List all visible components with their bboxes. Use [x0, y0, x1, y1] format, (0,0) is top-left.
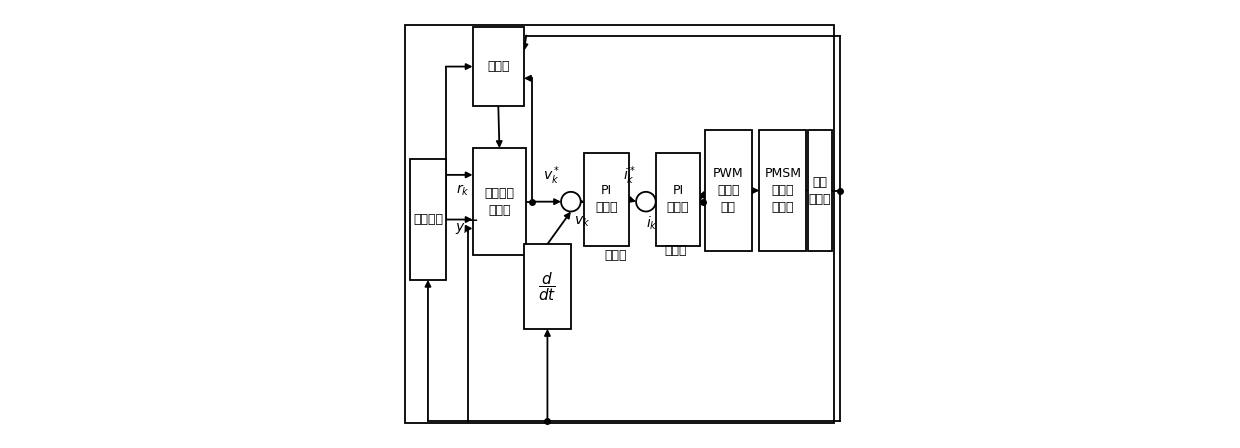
Text: $v_k^*$: $v_k^*$ [543, 165, 560, 187]
Text: $i_k$: $i_k$ [646, 215, 657, 233]
Bar [472, 27, 525, 106]
Text: $r_k$: $r_k$ [456, 183, 470, 198]
Bar [759, 130, 806, 251]
Text: 存储器: 存储器 [487, 60, 510, 73]
Circle shape [636, 192, 656, 211]
Text: $\dfrac{d}{dt}$: $\dfrac{d}{dt}$ [538, 270, 557, 303]
Text: PI
控制器: PI 控制器 [667, 185, 689, 215]
Text: $-$: $-$ [464, 210, 479, 228]
Bar [704, 130, 751, 251]
Text: PI
控制器: PI 控制器 [595, 185, 618, 215]
Text: 给定模块: 给定模块 [413, 213, 443, 226]
Bar [404, 25, 835, 423]
Text: 正弦重复
控制器: 正弦重复 控制器 [485, 187, 515, 217]
Bar [807, 130, 832, 251]
Text: 光电
编码器: 光电 编码器 [808, 176, 831, 206]
Text: PMSM
永磁同
步电机: PMSM 永磁同 步电机 [764, 167, 801, 214]
Bar [656, 152, 701, 246]
Bar [410, 159, 446, 280]
Text: $i_k^*$: $i_k^*$ [622, 165, 636, 187]
Text: 电流环: 电流环 [665, 244, 687, 257]
Text: 速度环: 速度环 [604, 249, 626, 262]
Circle shape [560, 192, 580, 211]
Bar [584, 152, 629, 246]
Text: $y_k$: $y_k$ [455, 221, 471, 236]
Bar [525, 244, 570, 329]
Bar [472, 148, 526, 255]
Text: $v_k$: $v_k$ [574, 215, 590, 229]
Text: PWM
功率驱
动器: PWM 功率驱 动器 [713, 167, 744, 214]
